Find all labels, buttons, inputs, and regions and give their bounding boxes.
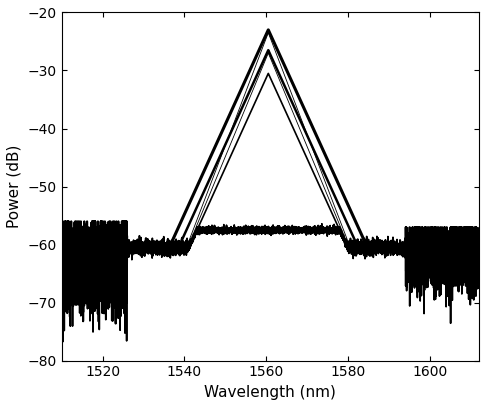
X-axis label: Wavelength (nm): Wavelength (nm) [205,385,336,400]
Y-axis label: Power (dB): Power (dB) [7,145,22,228]
